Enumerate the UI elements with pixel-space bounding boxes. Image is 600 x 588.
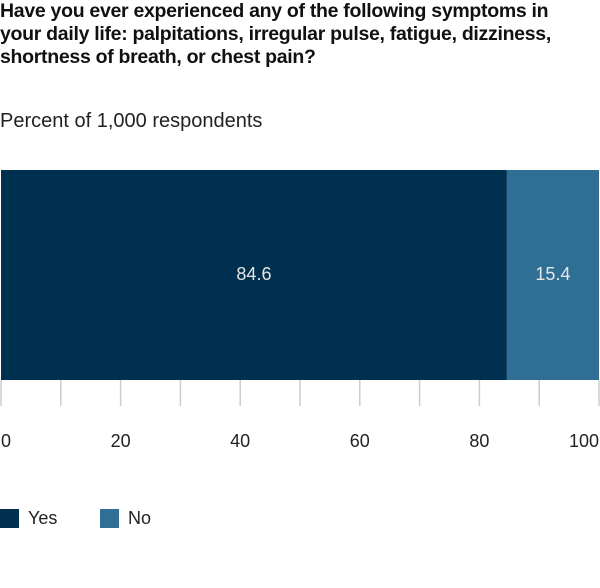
legend-swatch [100,509,119,528]
legend-label: Yes [28,508,57,528]
legend-swatch [0,509,19,528]
legend-label: No [128,508,151,528]
data-label: 15.4 [535,264,570,284]
x-tick-label: 60 [350,431,370,451]
bar-segment [506,170,599,380]
x-tick-label: 20 [111,431,131,451]
data-label: 84.6 [236,264,271,284]
x-tick-label: 0 [1,431,11,451]
chart-title: Have you ever experienced any of the fol… [0,0,551,68]
chart-subtitle: Percent of 1,000 respondents [0,110,263,132]
x-tick-label: 80 [469,431,489,451]
x-tick-label: 100 [569,431,599,451]
x-tick-label: 40 [230,431,250,451]
bar-segment [1,170,507,380]
